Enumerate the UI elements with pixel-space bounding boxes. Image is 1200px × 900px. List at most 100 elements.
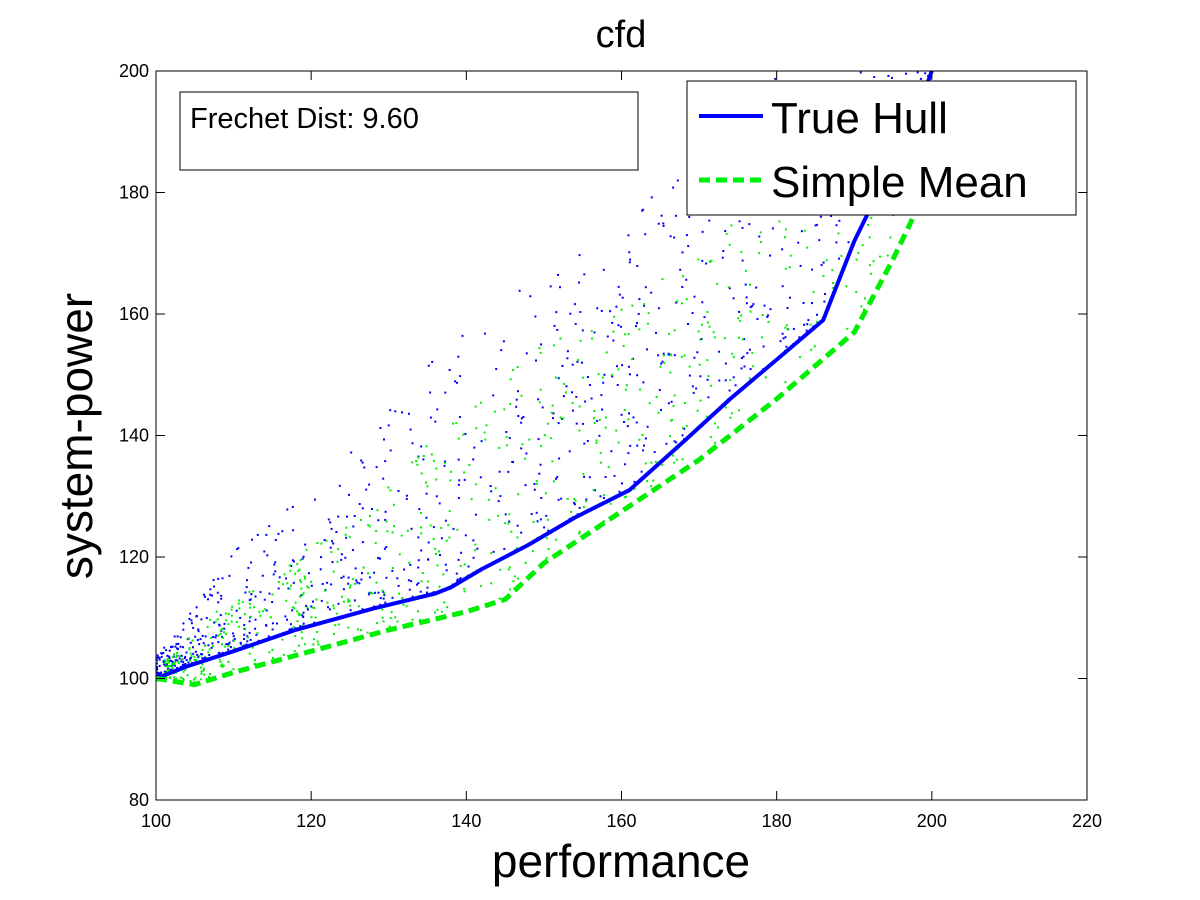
scatter-point	[304, 577, 307, 580]
scatter-point	[659, 365, 662, 368]
scatter-point	[326, 601, 329, 604]
scatter-point	[361, 541, 364, 544]
scatter-point	[385, 546, 388, 548]
scatter-point	[509, 588, 512, 591]
scatter-point	[209, 637, 212, 640]
scatter-point	[558, 457, 561, 460]
scatter-point	[232, 632, 235, 635]
scatter-point	[609, 502, 612, 505]
scatter-point	[362, 566, 365, 569]
scatter-point	[583, 506, 585, 509]
scatter-point	[557, 498, 560, 501]
scatter-point	[547, 529, 550, 532]
scatter-point	[222, 664, 225, 667]
scatter-point	[578, 530, 581, 533]
scatter-point	[425, 481, 427, 484]
scatter-point	[163, 646, 166, 649]
scatter-point	[593, 331, 596, 334]
scatter-point	[297, 612, 300, 615]
scatter-point	[235, 609, 238, 612]
scatter-point	[253, 606, 255, 609]
legend-label-true-hull: True Hull	[771, 94, 948, 143]
scatter-point	[425, 445, 428, 448]
scatter-point	[610, 374, 613, 376]
scatter-point	[385, 520, 388, 523]
scatter-point	[498, 597, 501, 600]
scatter-point	[585, 500, 588, 503]
scatter-point	[740, 367, 743, 370]
scatter-point	[410, 527, 413, 530]
scatter-point	[455, 572, 458, 575]
scatter-point	[605, 351, 608, 354]
scatter-point	[173, 664, 176, 667]
scatter-point	[177, 662, 180, 665]
scatter-point	[219, 632, 222, 635]
scatter-point	[636, 322, 638, 325]
scatter-point	[156, 668, 158, 671]
scatter-point	[820, 264, 823, 266]
scatter-point	[376, 622, 379, 625]
scatter-point	[561, 417, 563, 420]
scatter-point	[208, 654, 211, 656]
scatter-point	[341, 595, 343, 598]
scatter-point	[164, 664, 167, 667]
scatter-point	[349, 586, 351, 589]
scatter-point	[505, 444, 508, 447]
y-axis-ticks: 80 100 120 140 160 180 200	[119, 61, 1087, 810]
scatter-point	[631, 358, 634, 361]
scatter-point	[357, 628, 359, 631]
scatter-point	[484, 438, 487, 441]
scatter-point	[225, 633, 227, 636]
scatter-point	[547, 548, 550, 551]
scatter-point	[238, 607, 241, 610]
scatter-point	[599, 451, 602, 454]
scatter-point	[517, 493, 520, 496]
scatter-point	[389, 449, 392, 452]
scatter-point	[238, 599, 241, 602]
scatter-point	[263, 608, 266, 611]
scatter-point	[803, 229, 806, 232]
scatter-point	[613, 315, 616, 318]
x-tick-label: 180	[762, 811, 792, 831]
scatter-point	[571, 402, 574, 404]
scatter-point	[744, 283, 747, 286]
scatter-point	[287, 587, 290, 590]
scatter-point	[438, 585, 441, 588]
x-tick-label: 100	[141, 811, 171, 831]
scatter-point	[533, 483, 536, 485]
scatter-point	[769, 308, 772, 311]
scatter-point	[590, 330, 593, 333]
scatter-point	[673, 461, 676, 464]
scatter-point	[667, 402, 670, 405]
scatter-point	[618, 293, 621, 296]
scatter-point	[701, 230, 704, 233]
scatter-point	[165, 670, 168, 673]
scatter-point	[749, 306, 752, 309]
chart-title: cfd	[596, 14, 647, 56]
scatter-point	[688, 374, 691, 377]
scatter-point	[545, 514, 548, 517]
scatter-point	[683, 354, 686, 357]
scatter-point	[230, 555, 233, 558]
scatter-point	[204, 635, 207, 638]
scatter-point	[350, 451, 353, 454]
scatter-point	[429, 391, 432, 394]
scatter-point	[329, 546, 332, 549]
scatter-point	[483, 431, 486, 434]
scatter-point	[189, 657, 191, 660]
scatter-point	[220, 594, 223, 597]
scatter-point	[537, 398, 540, 401]
scatter-point	[392, 567, 394, 570]
scatter-point	[355, 579, 358, 582]
scatter-point	[636, 374, 639, 377]
scatter-point	[633, 487, 636, 490]
scatter-point	[730, 224, 733, 227]
scatter-point	[463, 471, 466, 474]
scatter-point	[716, 282, 719, 285]
scatter-point	[584, 400, 587, 403]
scatter-point	[277, 581, 280, 583]
scatter-point	[292, 625, 295, 628]
scatter-point	[408, 412, 410, 415]
scatter-point	[553, 480, 555, 483]
